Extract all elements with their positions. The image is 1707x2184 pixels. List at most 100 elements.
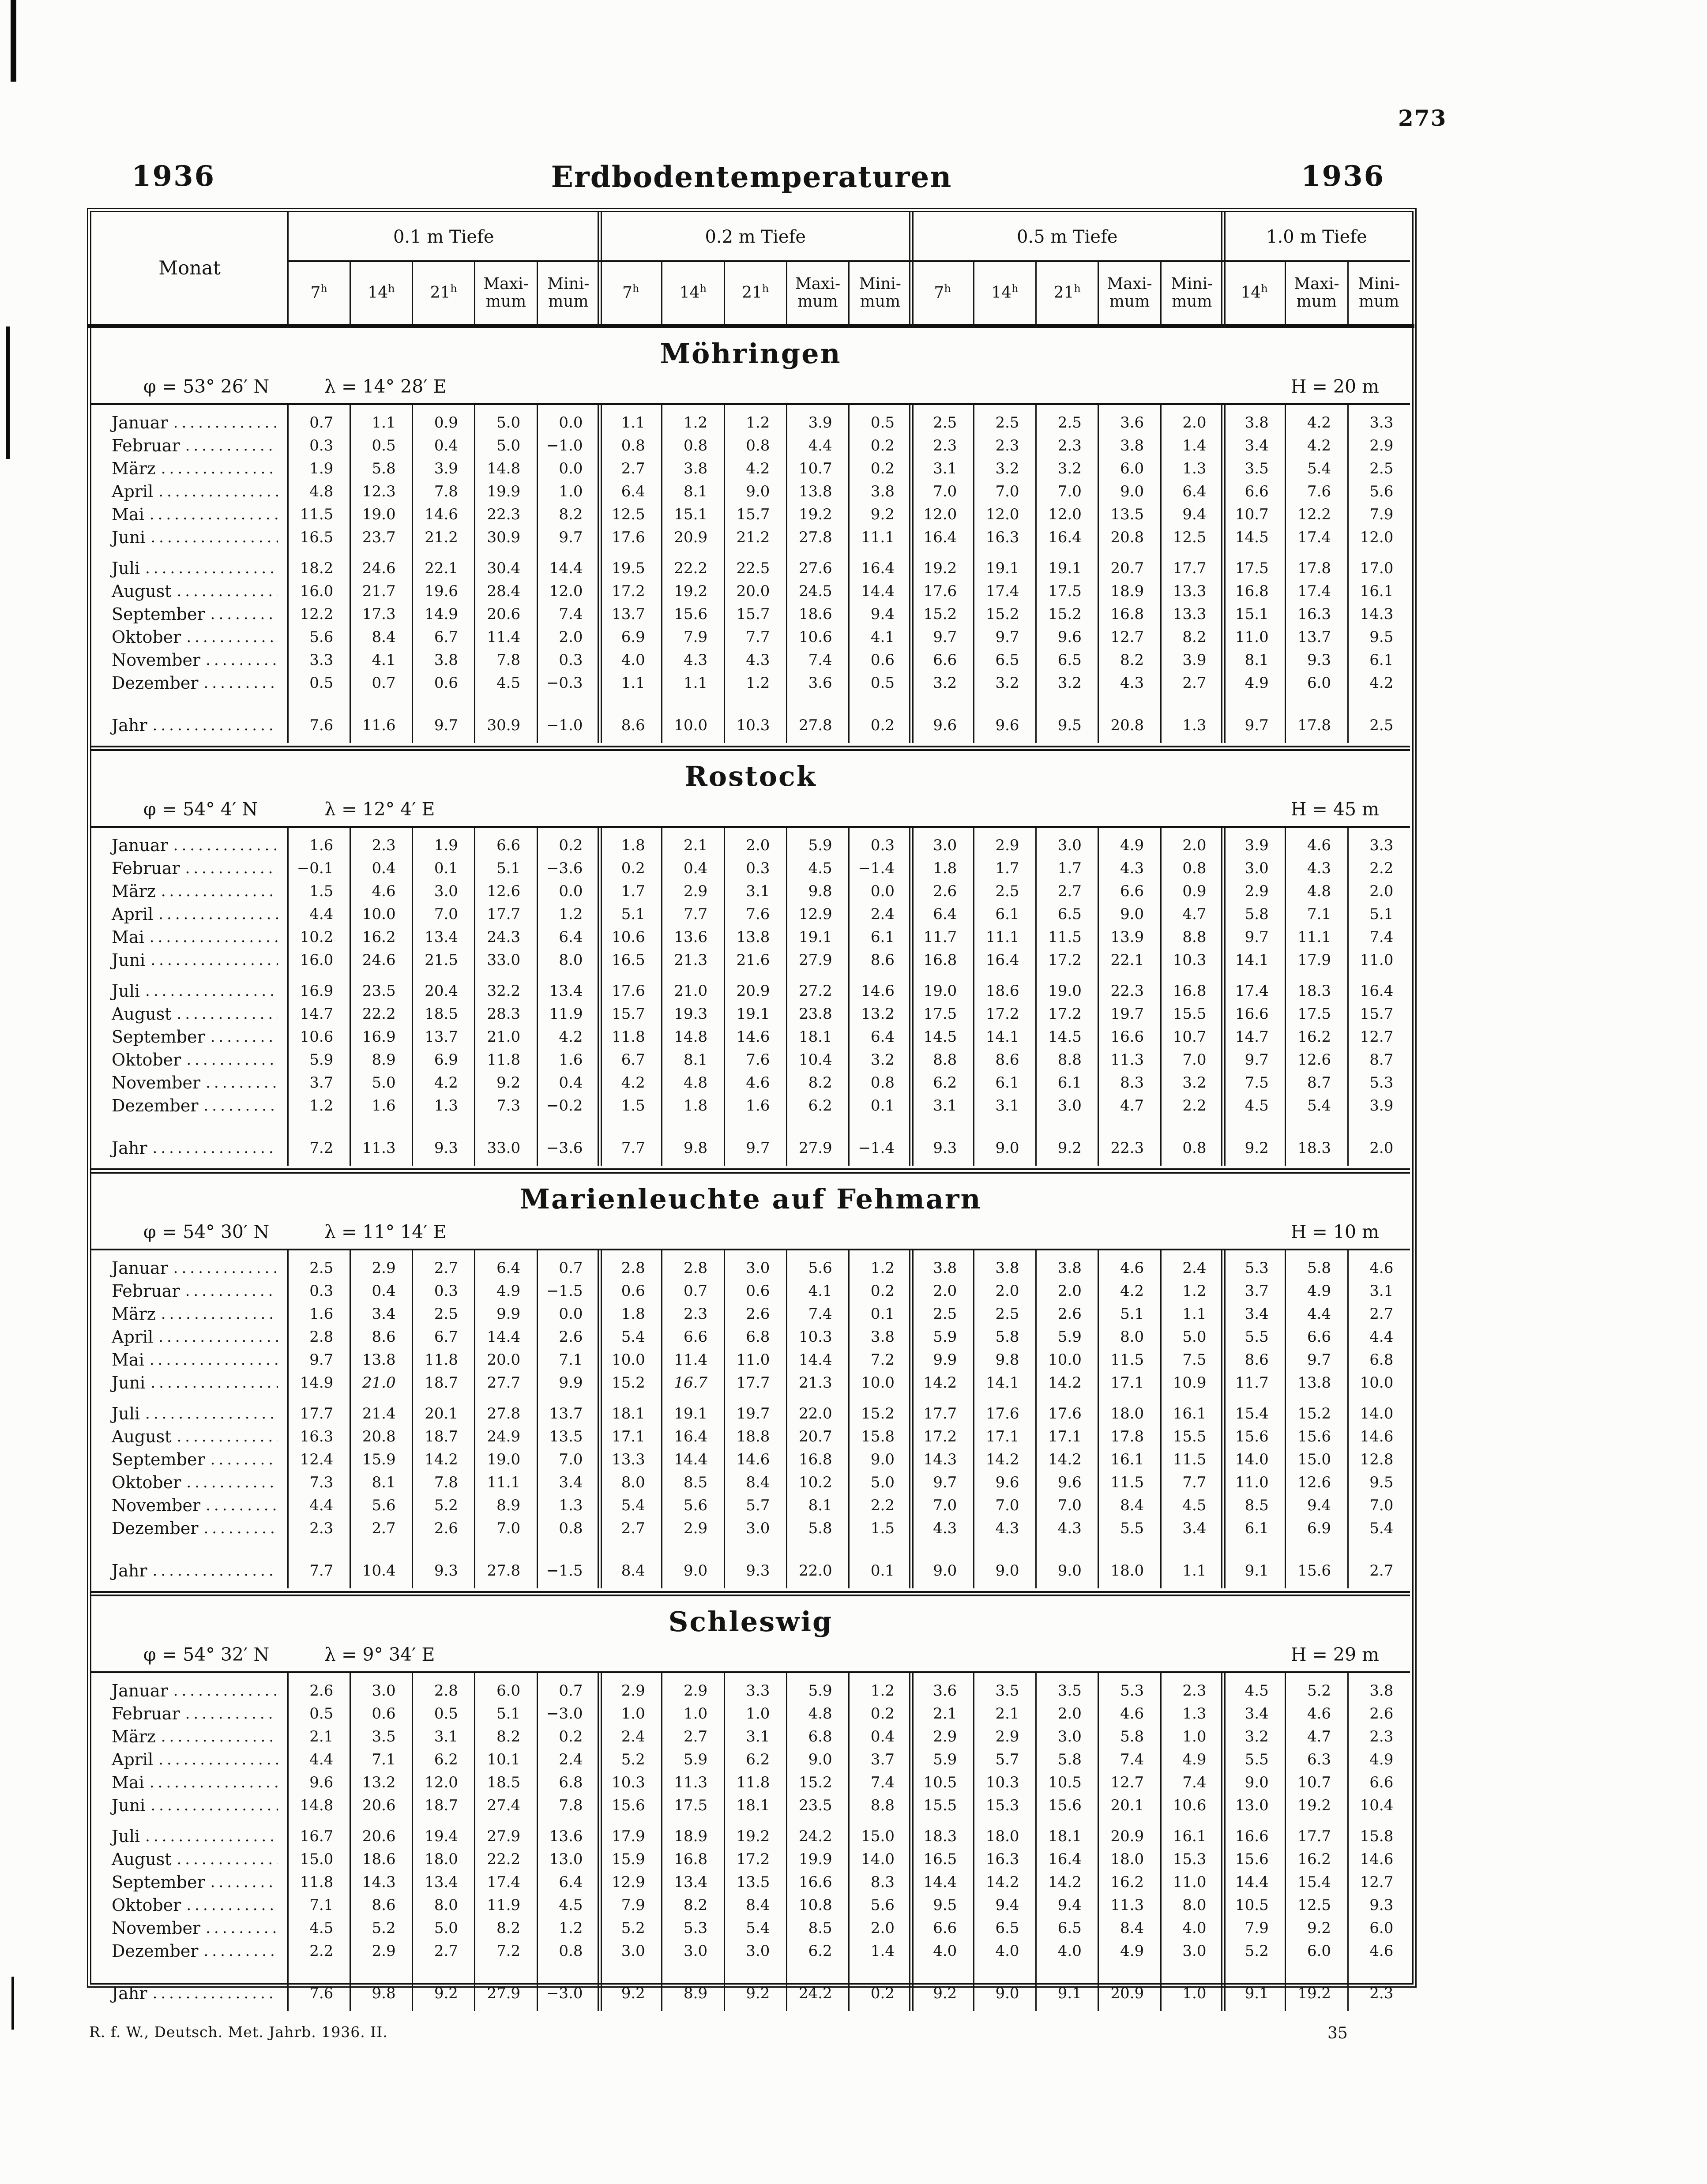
- temp-cell: 7.6: [309, 1985, 334, 2002]
- temp-cell: 17.5: [1048, 582, 1082, 600]
- temp-cell: 6.6: [1120, 882, 1144, 900]
- temp-cell: 16.7: [674, 1374, 708, 1392]
- temp-cell: 17.6: [612, 529, 645, 546]
- temp-cell: 6.9: [1307, 1520, 1331, 1537]
- column-rule: [287, 1673, 289, 2011]
- temp-cell: 27.9: [798, 951, 832, 969]
- temp-cell: 14.4: [861, 582, 895, 600]
- table-row: Dezember...................... 0.5 0.7 0.6 4…: [91, 672, 1410, 694]
- temp-cell: 5.1: [1120, 1305, 1144, 1323]
- month-label: Juli......................: [112, 559, 278, 578]
- temp-cell: 16.3: [300, 1428, 334, 1445]
- temp-cell: 14.0: [1360, 1405, 1394, 1422]
- month-label: Februar......................: [91, 436, 288, 455]
- temp-cell: 3.4: [1245, 437, 1269, 454]
- temp-cell: 22.2: [674, 559, 708, 577]
- temp-cell: 23.5: [798, 1797, 832, 1814]
- temp-cell: 5.9: [933, 1328, 957, 1346]
- longitude: λ = 12° 4′ E: [324, 799, 435, 820]
- temp-cell: 2.8: [684, 1259, 708, 1277]
- temp-cell: 3.6: [1120, 414, 1144, 432]
- temp-cell: 9.8: [995, 1351, 1019, 1369]
- temp-cell: 9.5: [1369, 628, 1394, 646]
- temp-cell: 1.6: [372, 1097, 396, 1115]
- temp-cell: 16.8: [1110, 605, 1144, 623]
- temp-cell: 14.2: [1048, 1873, 1082, 1891]
- temp-cell: 14.2: [985, 1451, 1019, 1468]
- temp-cell: 0.5: [372, 437, 396, 454]
- temp-cell: 5.4: [621, 1497, 645, 1514]
- temp-cell: 7.4: [1369, 928, 1394, 946]
- dot-leader: ......................: [186, 1896, 278, 1914]
- group-underline: [288, 260, 600, 262]
- dot-leader: ......................: [145, 1828, 278, 1845]
- temp-cell: 6.9: [434, 1051, 458, 1069]
- column-rule: [661, 828, 663, 1166]
- table-row: Juli...................... 18.2 24.6 22.1 30…: [91, 557, 1410, 580]
- temp-cell: 1.2: [870, 1259, 895, 1277]
- temp-cell: 18.1: [798, 1028, 832, 1046]
- temp-cell: 0.2: [559, 837, 583, 854]
- temp-cell: 5.2: [621, 1751, 645, 1768]
- temp-cell: 2.5: [309, 1259, 334, 1277]
- temp-cell: 18.3: [1297, 982, 1331, 1000]
- temp-cell: 13.7: [549, 1405, 583, 1422]
- temp-cell: 1.9: [309, 460, 334, 477]
- temp-cell: 11.0: [736, 1351, 770, 1369]
- group-underline: [599, 260, 911, 262]
- dot-leader: ......................: [161, 1305, 278, 1323]
- temp-cell: 4.3: [684, 651, 708, 669]
- table-row: Oktober...................... 7.1 8.6 8.0 11…: [91, 1894, 1410, 1917]
- temp-cell: 10.8: [798, 1896, 832, 1914]
- month-label: September......................: [91, 1450, 288, 1469]
- jahr-row: Jahr...................... 7.2 11.3 9.3 33.0…: [91, 1137, 1410, 1160]
- column-rule: [536, 828, 538, 1166]
- temp-cell: 22.2: [487, 1850, 521, 1868]
- column-rule: [412, 262, 414, 328]
- dot-leader: ......................: [150, 1797, 278, 1814]
- dot-leader: ......................: [206, 1919, 278, 1937]
- temp-cell: 2.3: [933, 437, 957, 454]
- dot-leader: ......................: [150, 1374, 278, 1392]
- temp-cell: 6.2: [808, 1942, 832, 1960]
- temp-cell: 8.1: [372, 1474, 396, 1491]
- temp-cell: 13.7: [1297, 628, 1331, 646]
- temp-cell: 4.3: [746, 651, 770, 669]
- dot-leader: ......................: [203, 1097, 278, 1115]
- table-row: September...................... 12.2 17.3 1…: [91, 603, 1410, 626]
- column-rule: [973, 828, 974, 1166]
- temp-cell: 7.7: [309, 1562, 334, 1580]
- temp-cell: 15.8: [1360, 1828, 1394, 1845]
- month-label: Januar......................: [91, 836, 288, 855]
- temp-cell: 2.2: [870, 1497, 895, 1514]
- column-rule: [723, 1673, 725, 2011]
- temp-cell: 3.6: [933, 1682, 957, 1700]
- temp-cell: 19.0: [362, 506, 396, 523]
- temp-cell: 7.7: [684, 905, 708, 923]
- temp-cell: 17.5: [923, 1005, 957, 1023]
- station-coordinates: φ = 54° 32′ N λ = 9° 34′ E H = 29 m: [91, 1644, 1410, 1669]
- temp-cell: 5.8: [1307, 1259, 1331, 1277]
- temp-cell: 2.5: [1057, 414, 1082, 432]
- temp-cell: 12.7: [1360, 1028, 1394, 1046]
- temp-cell: 6.2: [808, 1097, 832, 1115]
- temp-cell: 4.8: [684, 1074, 708, 1092]
- temp-cell: 7.1: [559, 1351, 583, 1369]
- temp-cell: 3.1: [1369, 1282, 1394, 1300]
- temp-cell: 5.2: [434, 1497, 458, 1514]
- table-row: Februar...................... 0.3 0.4 0.3 4.…: [91, 1280, 1410, 1302]
- temp-cell: 15.0: [1297, 1451, 1331, 1468]
- column-rule: [287, 212, 289, 328]
- temp-cell: 4.1: [808, 1282, 832, 1300]
- temp-cell: −1.0: [546, 717, 583, 734]
- temp-cell: 5.3: [1120, 1682, 1144, 1700]
- column-rule: [349, 1673, 351, 2011]
- station-title: Schleswig: [668, 1606, 833, 1638]
- temp-cell: 10.6: [300, 1028, 334, 1046]
- temp-cell: 8.7: [1369, 1051, 1394, 1069]
- dot-leader: ......................: [177, 1428, 278, 1445]
- temp-cell: 11.3: [1110, 1051, 1144, 1069]
- column-rule: [786, 262, 787, 328]
- temp-cell: 2.7: [684, 1728, 708, 1745]
- temp-cell: 11.5: [1048, 928, 1082, 946]
